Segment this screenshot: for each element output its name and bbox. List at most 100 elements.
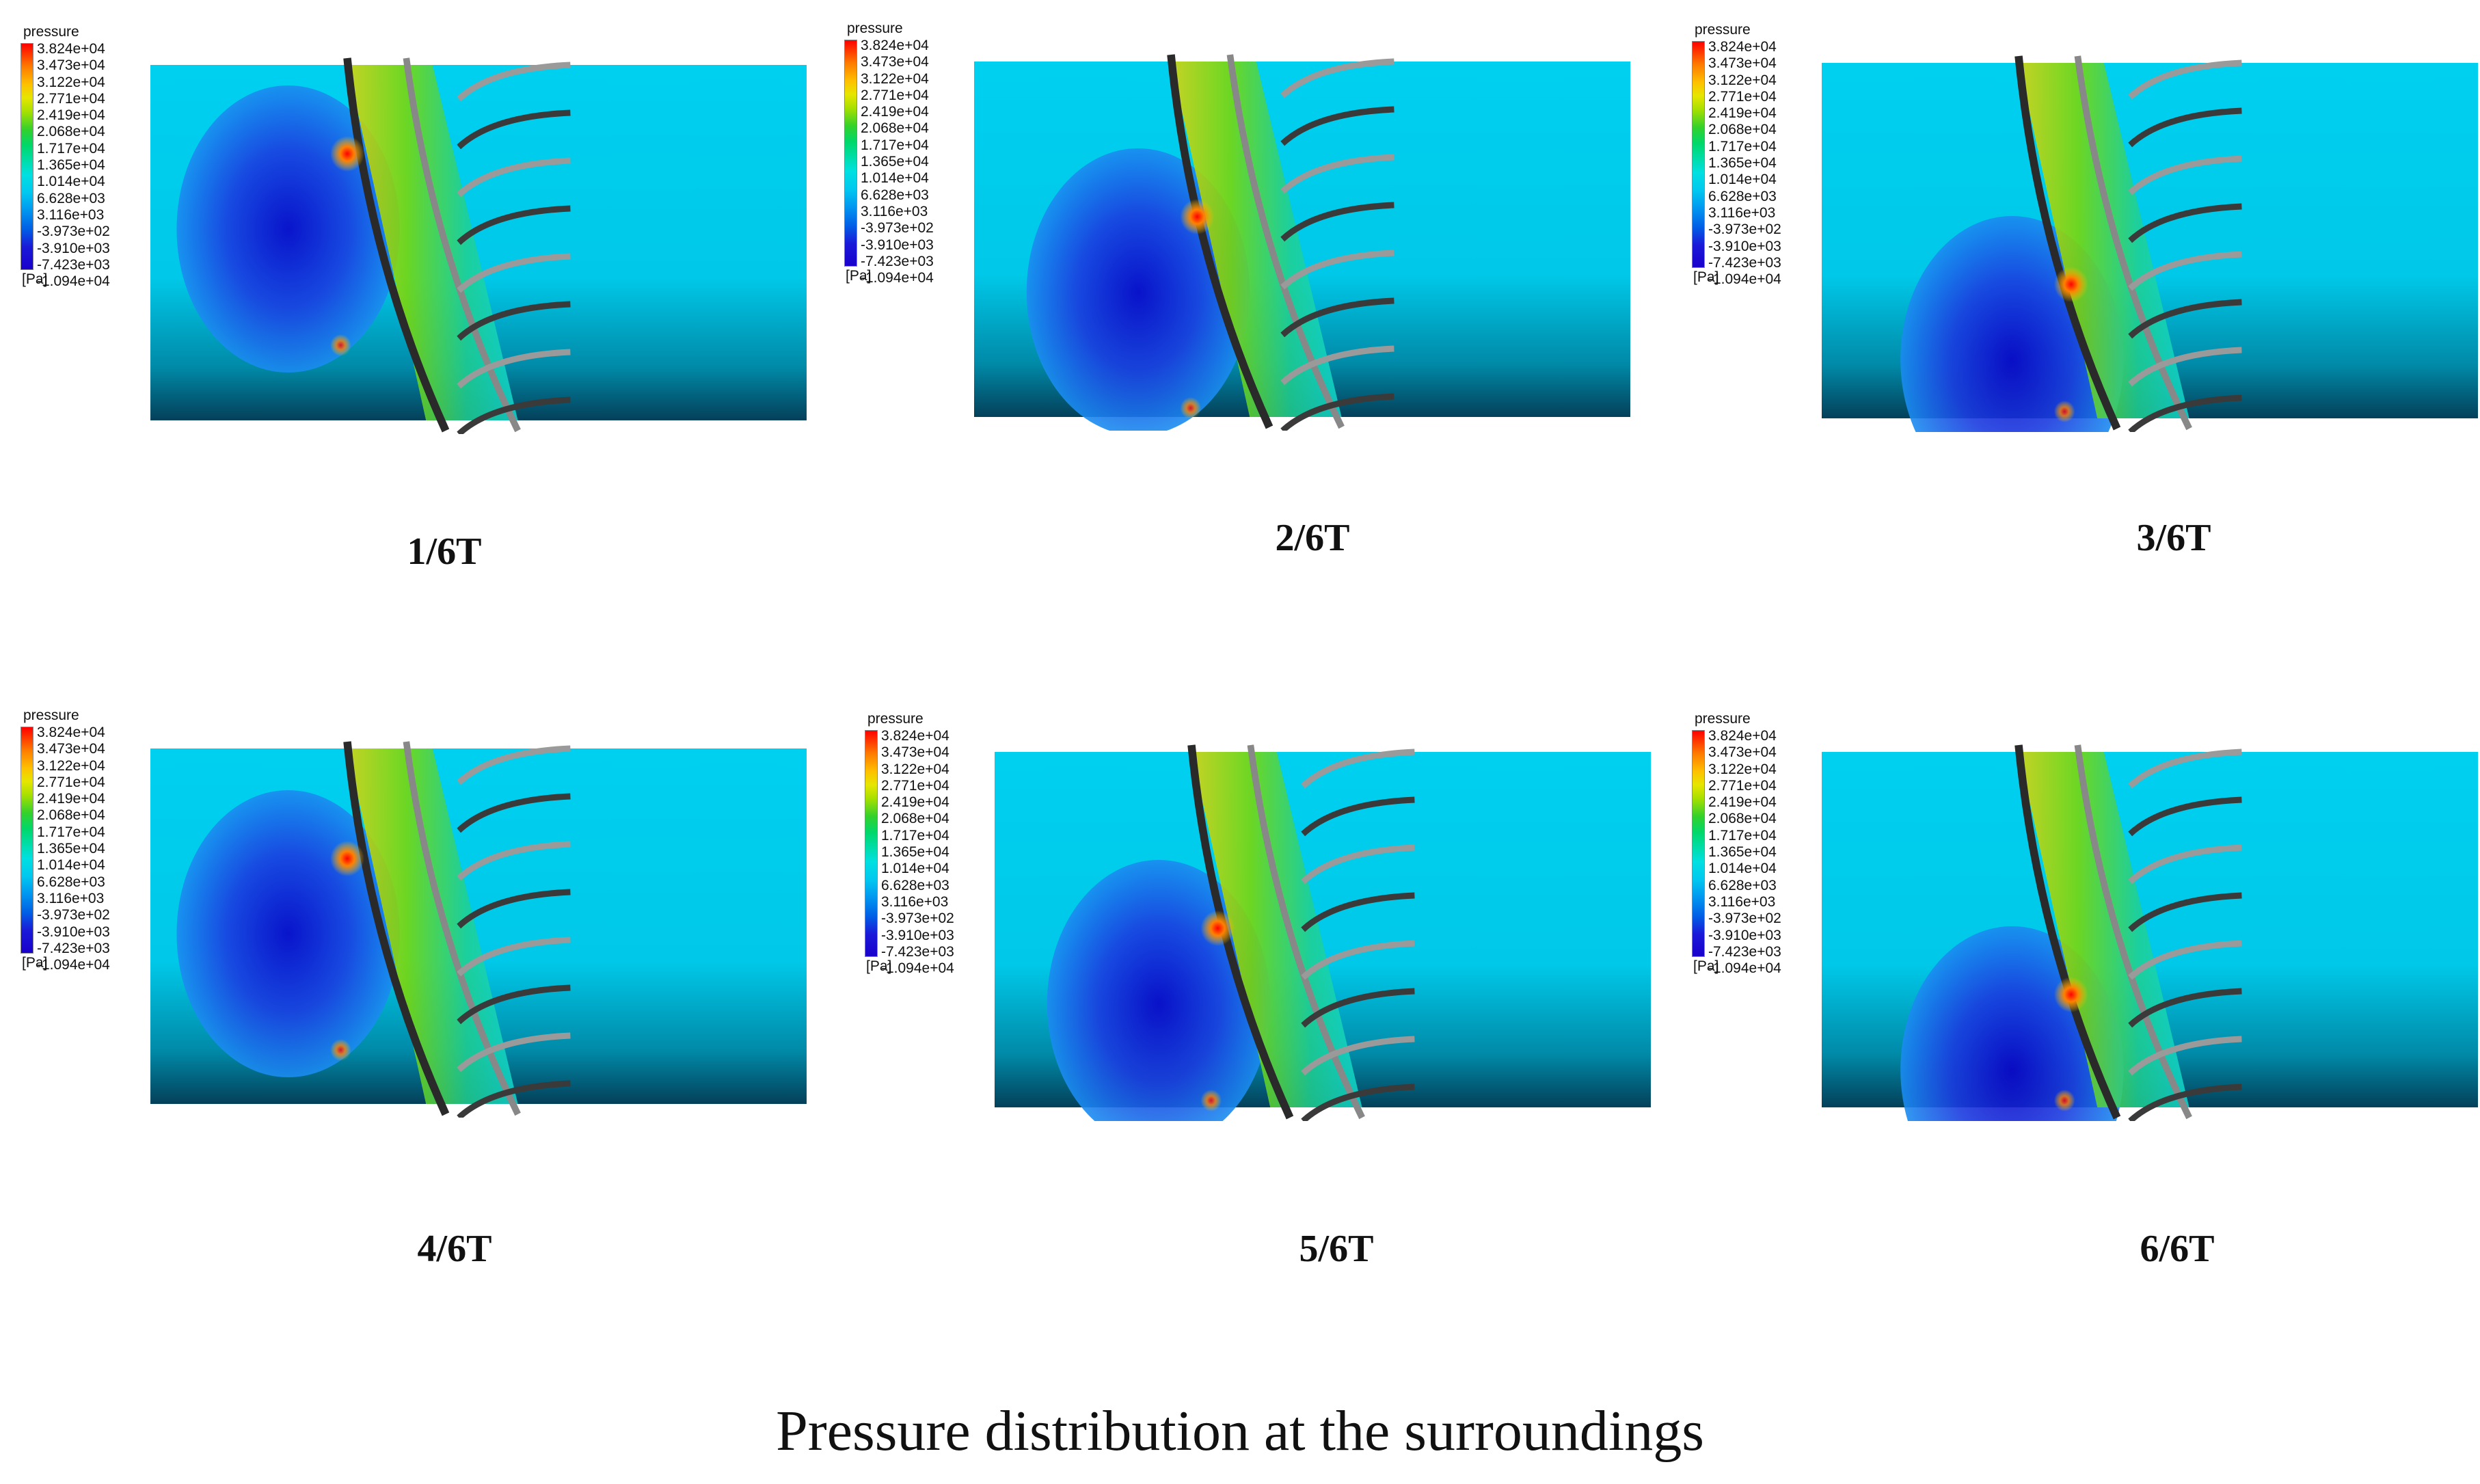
pressure-field-1 (150, 57, 807, 434)
stator-vane (2128, 251, 2242, 291)
legend-label: 1.365e+04 (37, 157, 105, 174)
legend-label: 3.473e+04 (1708, 744, 1777, 761)
stator-vane (2128, 1083, 2242, 1121)
legend-label: 1.014e+04 (37, 174, 105, 190)
legend-label: 3.473e+04 (37, 57, 105, 74)
legend-label: -7.423e+03 (1708, 254, 1781, 271)
pressure-field-6 (1822, 744, 2478, 1121)
period-label-5: 5/6T (1299, 1228, 1374, 1270)
stator-vane (1301, 1036, 1415, 1076)
contour-panel-5: pressure 3.824e+04 3.473e+04 3.122e+04 2… (865, 711, 1658, 1189)
stator-vane (457, 301, 571, 341)
pressure-legend: pressure 3.824e+04 3.473e+04 3.122e+04 2… (1692, 711, 1856, 976)
legend-title: pressure (1695, 22, 1751, 38)
legend-label: 1.717e+04 (1708, 138, 1777, 154)
legend-label: -3.973e+02 (37, 907, 110, 923)
legend-label: 2.068e+04 (1708, 811, 1777, 827)
legend-label: -1.094e+04 (861, 270, 934, 286)
period-label-1: 1/6T (407, 530, 482, 573)
stator-vane (1280, 297, 1394, 338)
stator-vane (2128, 940, 2242, 980)
legend-label: 2.771e+04 (1708, 88, 1777, 105)
legend-label: 3.473e+04 (37, 741, 105, 757)
stator-vane (457, 936, 571, 977)
legend-title: pressure (23, 24, 79, 40)
stator-vane (2128, 299, 2242, 339)
rotor-blade (1167, 54, 1273, 429)
legend-title: pressure (847, 21, 903, 36)
legend-label: -3.910e+03 (37, 923, 110, 940)
stator-vane (457, 396, 571, 434)
legend-label: -1.094e+04 (37, 957, 110, 973)
legend-unit: [Pa] (866, 958, 892, 974)
legend-label: 6.628e+03 (861, 187, 929, 203)
stator-vane (2128, 155, 2242, 195)
figure-caption: Pressure distribution at the surrounding… (776, 1399, 1704, 1463)
stator-vane (457, 205, 571, 245)
legend-labels: 3.824e+04 3.473e+04 3.122e+04 2.771e+04 … (1708, 728, 1852, 977)
legend-label: -7.423e+03 (881, 943, 954, 960)
legend-label: 1.717e+04 (37, 824, 105, 840)
legend-label: -3.910e+03 (861, 237, 934, 253)
stagnation-point (330, 334, 351, 356)
legend-label: 1.717e+04 (881, 827, 949, 844)
legend-unit: [Pa] (22, 271, 48, 287)
stator-vane (1280, 393, 1394, 431)
period-label-2: 2/6T (1275, 517, 1350, 559)
legend-colorbar (844, 40, 857, 267)
legend-label: 1.365e+04 (861, 154, 929, 170)
legend-label: 2.068e+04 (37, 807, 105, 824)
legend-title: pressure (1695, 711, 1751, 727)
legend-label: 2.068e+04 (1708, 122, 1777, 138)
legend-label: 3.116e+03 (1708, 204, 1776, 221)
legend-label: 3.122e+04 (881, 761, 949, 777)
stator-vane (457, 889, 571, 929)
legend-label: -3.910e+03 (1708, 238, 1781, 254)
legend-label: 3.116e+03 (861, 203, 928, 219)
legend-label: 3.116e+03 (37, 206, 105, 223)
legend-label: -1.094e+04 (881, 960, 954, 977)
legend-label: -7.423e+03 (861, 253, 934, 269)
legend-label: -1.094e+04 (1708, 960, 1781, 977)
legend-label: 2.419e+04 (1708, 105, 1777, 122)
legend-label: 6.628e+03 (881, 877, 949, 893)
stator-vane (2128, 892, 2242, 932)
legend-label: 3.824e+04 (1708, 39, 1777, 55)
pressure-field-5 (995, 744, 1651, 1121)
legend-label: 1.717e+04 (37, 140, 105, 157)
stagnation-point (1180, 199, 1215, 234)
rotor-blade (2014, 55, 2121, 431)
stator-vane (1301, 748, 1415, 789)
stagnation-point (1200, 1090, 1222, 1111)
legend-label: 1.014e+04 (881, 861, 949, 877)
legend-unit: [Pa] (1693, 958, 1719, 974)
stagnation-point (2053, 267, 2088, 302)
legend-label: 3.473e+04 (1708, 55, 1777, 72)
rotor-blade (1226, 54, 1345, 429)
legend-label: 2.068e+04 (861, 120, 929, 137)
stagnation-point (1180, 397, 1202, 419)
legend-label: 2.771e+04 (37, 774, 105, 790)
stator-vane (2128, 394, 2242, 432)
legend-label: 3.122e+04 (37, 757, 105, 774)
contour-panel-3: pressure 3.824e+04 3.473e+04 3.122e+04 2… (1692, 22, 2480, 500)
rotor-blade (343, 57, 450, 433)
legend-label: 2.771e+04 (1708, 777, 1777, 794)
stator-vane (457, 62, 571, 102)
pressure-legend: pressure 3.824e+04 3.473e+04 3.122e+04 2… (1692, 22, 1856, 287)
legend-label: -7.423e+03 (37, 940, 110, 956)
rotor-blade (403, 741, 521, 1116)
rotor-blade (1247, 744, 1365, 1120)
legend-label: 3.122e+04 (1708, 761, 1777, 777)
legend-label: 2.771e+04 (861, 87, 929, 103)
stagnation-point (330, 136, 364, 172)
stator-vane (1301, 988, 1415, 1028)
low-pressure-zone (1900, 926, 2124, 1121)
rotor-blade (2074, 55, 2192, 431)
legend-label: -1.094e+04 (1708, 271, 1781, 288)
stagnation-point (330, 1039, 351, 1061)
legend-label: 3.122e+04 (861, 70, 929, 87)
legend-label: 2.419e+04 (37, 107, 105, 124)
legend-label: 1.014e+04 (861, 170, 929, 187)
legend-label: -1.094e+04 (37, 273, 110, 290)
